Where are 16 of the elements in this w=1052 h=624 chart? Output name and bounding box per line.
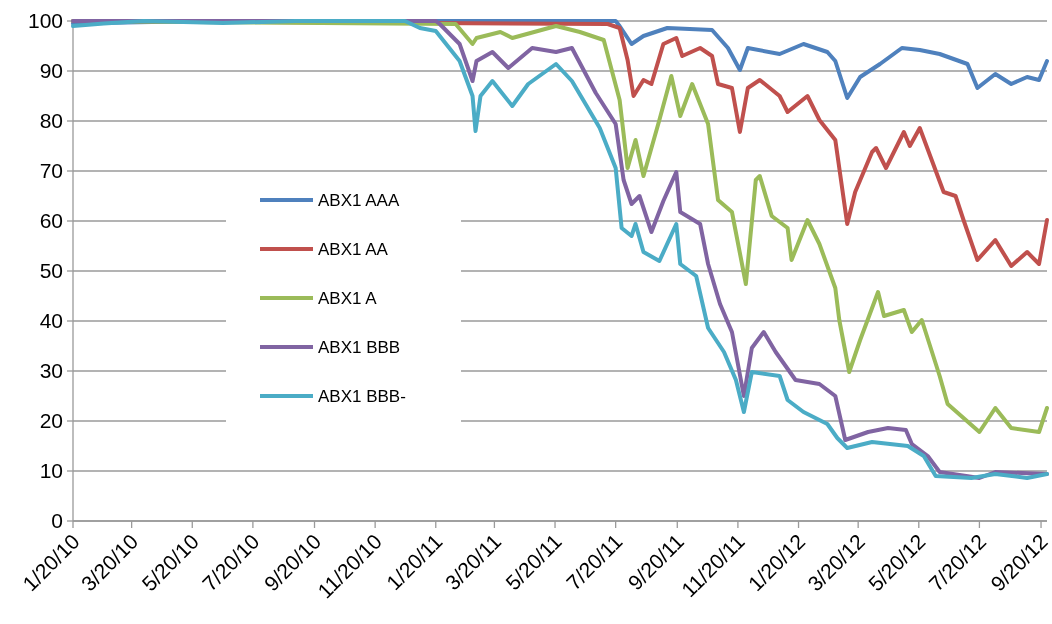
legend-label: ABX1 AAA <box>318 190 400 210</box>
legend-label: ABX1 AA <box>318 239 389 259</box>
y-tick-label: 70 <box>39 159 63 183</box>
y-tick-label: 80 <box>39 109 63 133</box>
y-tick-label: 20 <box>39 409 63 433</box>
y-tick-label: 90 <box>39 59 63 83</box>
y-tick-label: 40 <box>39 309 63 333</box>
legend-label: ABX1 BBB <box>318 337 401 357</box>
y-tick-label: 0 <box>51 509 63 533</box>
y-tick-label: 30 <box>39 359 63 383</box>
y-tick-label: 100 <box>27 9 63 33</box>
legend-label: ABX1 A <box>318 288 378 308</box>
y-tick-label: 50 <box>39 259 63 283</box>
y-tick-label: 10 <box>39 459 63 483</box>
y-tick-label: 60 <box>39 209 63 233</box>
legend-label: ABX1 BBB- <box>318 386 406 406</box>
